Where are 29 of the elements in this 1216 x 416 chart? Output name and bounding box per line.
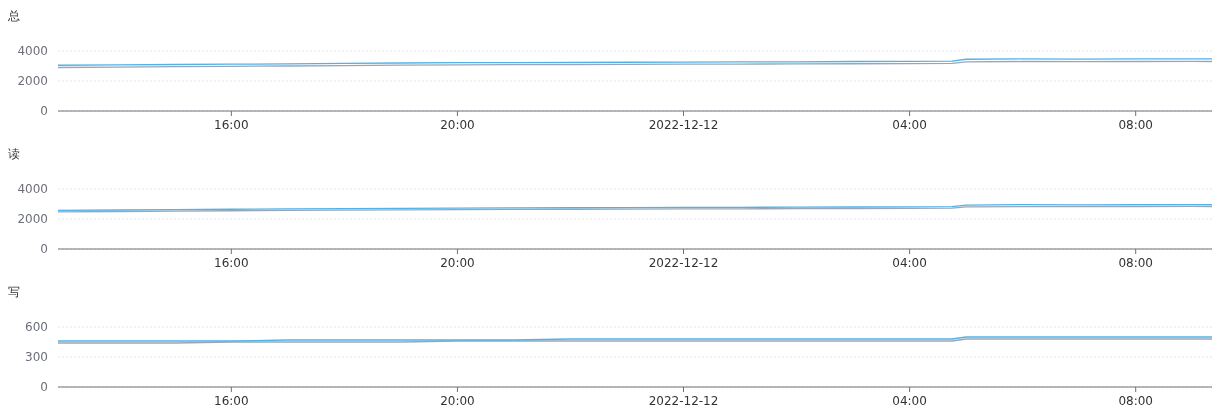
y-tick-label: 0 bbox=[40, 242, 48, 257]
y-tick-label: 2000 bbox=[17, 212, 48, 227]
x-tick-label: 08:00 bbox=[1118, 256, 1153, 270]
x-tick-label: 2022-12-12 bbox=[648, 394, 719, 408]
y-tick-label: 2000 bbox=[17, 74, 48, 89]
x-tick-label: 20:00 bbox=[440, 394, 475, 408]
x-tick-label: 16:00 bbox=[214, 256, 249, 270]
line-series bbox=[57, 60, 1213, 69]
y-tick-label: 0 bbox=[40, 104, 48, 119]
x-tick-label: 16:00 bbox=[214, 394, 249, 408]
y-tick-label: 0 bbox=[40, 380, 48, 395]
x-tick-label: 20:00 bbox=[440, 256, 475, 270]
line-series bbox=[57, 58, 1213, 66]
x-tick-label: 2022-12-12 bbox=[648, 118, 719, 132]
y-tick-label: 300 bbox=[25, 350, 48, 365]
x-tick-label: 2022-12-12 bbox=[648, 256, 719, 270]
x-tick-label: 08:00 bbox=[1118, 394, 1153, 408]
x-tick-label: 04:00 bbox=[892, 118, 927, 132]
chart-title: 写 bbox=[8, 285, 20, 299]
chart-title: 读 bbox=[8, 147, 20, 161]
y-tick-label: 600 bbox=[25, 320, 48, 335]
x-tick-label: 16:00 bbox=[214, 118, 249, 132]
chart-title: 总 bbox=[7, 9, 20, 23]
y-tick-label: 4000 bbox=[17, 44, 48, 59]
x-tick-label: 04:00 bbox=[892, 394, 927, 408]
y-tick-label: 4000 bbox=[17, 182, 48, 197]
x-tick-label: 20:00 bbox=[440, 118, 475, 132]
x-tick-label: 04:00 bbox=[892, 256, 927, 270]
x-tick-label: 08:00 bbox=[1118, 118, 1153, 132]
